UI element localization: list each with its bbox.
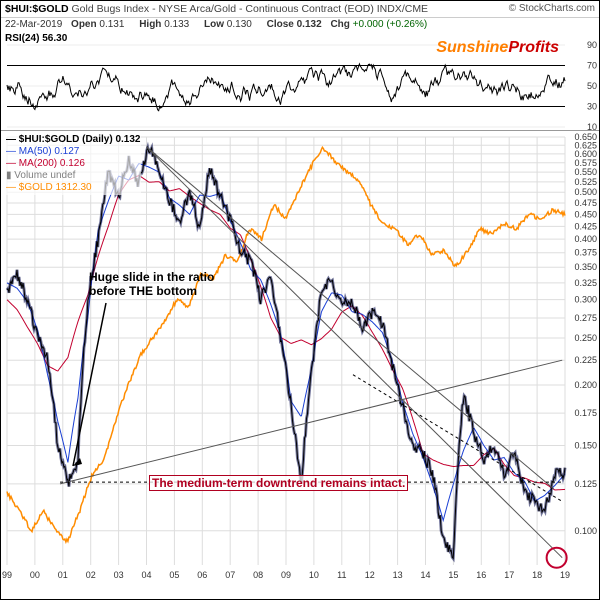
svg-text:09: 09 [281,570,291,580]
legend-item: — $GOLD 1312.30 [6,182,140,194]
svg-text:70: 70 [587,61,597,71]
svg-text:10: 10 [309,570,319,580]
rsi-pane: RSI(24) 56.30 SunshineProfits 10 30 50 70 90 [1,31,599,131]
svg-text:50: 50 [587,81,597,91]
svg-text:0.375: 0.375 [574,248,597,258]
svg-text:10: 10 [587,122,597,131]
svg-text:18: 18 [532,570,542,580]
price-svg: 0.100 0.125 0.150 0.175 0.200 0.225 0.250 0.275… [1,131,600,581]
price-pane: — $HUI:$GOLD (Daily) 0.132— MA(50) 0.127… [1,131,599,581]
svg-text:00: 00 [30,570,40,580]
svg-text:0.525: 0.525 [574,177,597,187]
ticker-description: Gold Bugs Index - NYSE Arca/Gold - Conti… [72,3,429,15]
svg-text:02: 02 [86,570,96,580]
legend-item: — MA(200) 0.126 [6,158,140,170]
svg-text:06: 06 [197,570,207,580]
svg-text:0.500: 0.500 [574,187,597,197]
svg-text:15: 15 [448,570,458,580]
chart-subheader: 22-Mar-2019 Open 0.131 High 0.133 Low 0.… [1,18,599,31]
svg-text:01: 01 [58,570,68,580]
svg-text:12: 12 [365,570,375,580]
chart-header: $HUI:$GOLD Gold Bugs Index - NYSE Arca/G… [1,1,599,18]
svg-text:08: 08 [253,570,263,580]
svg-text:0.350: 0.350 [574,262,597,272]
as-of-date: 22-Mar-2019 [5,19,62,30]
svg-text:13: 13 [393,570,403,580]
svg-text:0.200: 0.200 [574,380,597,390]
legend: — $HUI:$GOLD (Daily) 0.132— MA(50) 0.127… [5,133,141,195]
svg-text:0.150: 0.150 [574,441,597,451]
svg-text:0.275: 0.275 [574,313,597,323]
svg-text:99: 99 [2,570,12,580]
watermark: SunshineProfits [436,39,559,57]
svg-text:0.300: 0.300 [574,295,597,305]
svg-text:0.475: 0.475 [574,198,597,208]
svg-text:0.225: 0.225 [574,355,597,365]
svg-text:0.450: 0.450 [574,209,597,219]
stockcharts-figure: $HUI:$GOLD Gold Bugs Index - NYSE Arca/G… [0,0,600,600]
legend-item: — $HUI:$GOLD (Daily) 0.132 [6,134,140,146]
svg-text:07: 07 [225,570,235,580]
svg-text:0.550: 0.550 [574,167,597,177]
svg-text:0.400: 0.400 [574,234,597,244]
legend-item: — MA(50) 0.127 [6,146,140,158]
svg-text:0.600: 0.600 [574,149,597,159]
svg-text:16: 16 [476,570,486,580]
legend-item: ▮ Volume undef [6,170,140,182]
svg-text:0.650: 0.650 [574,132,597,142]
svg-text:0.250: 0.250 [574,333,597,343]
svg-text:17: 17 [504,570,514,580]
svg-text:30: 30 [587,102,597,112]
svg-text:04: 04 [141,570,151,580]
svg-text:19: 19 [560,570,570,580]
ticker-symbol: $HUI:$GOLD [5,3,69,15]
svg-text:05: 05 [169,570,179,580]
watermark-part1: Sunshine [436,39,508,56]
svg-text:0.100: 0.100 [574,526,597,536]
svg-text:14: 14 [420,570,430,580]
watermark-part2: Profits [508,39,559,56]
svg-text:0.425: 0.425 [574,221,597,231]
svg-text:0.125: 0.125 [574,479,597,489]
svg-text:0.325: 0.325 [574,278,597,288]
svg-text:11: 11 [337,570,346,580]
svg-text:90: 90 [587,40,597,50]
svg-text:03: 03 [114,570,124,580]
svg-text:0.175: 0.175 [574,408,597,418]
svg-text:0.575: 0.575 [574,158,597,168]
source-attribution: © StockCharts.com [509,3,595,14]
rsi-label: RSI(24) 56.30 [5,33,67,44]
